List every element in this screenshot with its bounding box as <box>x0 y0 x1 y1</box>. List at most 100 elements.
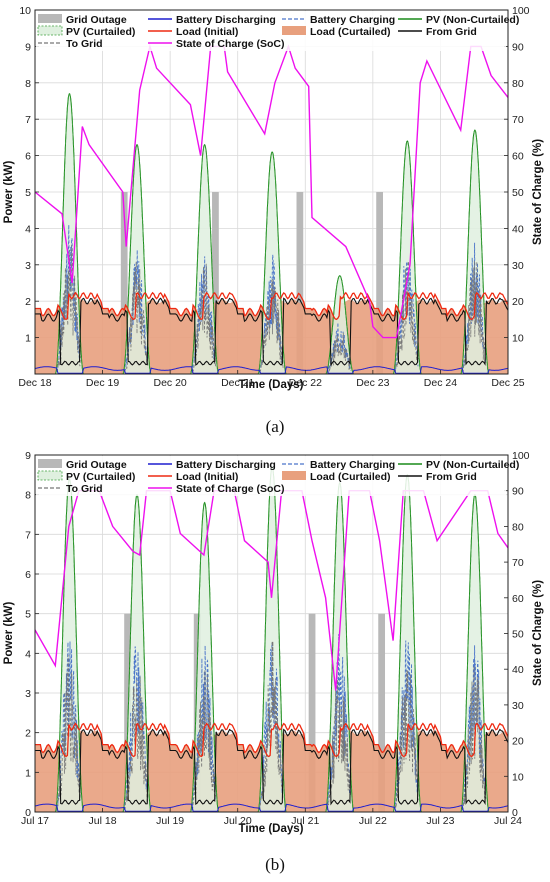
y2-tick-label: 10 <box>512 333 524 345</box>
y-tick-label: 2 <box>25 728 31 740</box>
y2-tick-label: 60 <box>512 593 524 605</box>
y-axis-left-ticks: 0 1 2 3 4 5 6 7 8 9 <box>25 450 39 819</box>
grid-outage-bar <box>378 613 386 812</box>
pv-curtailed-line <box>190 501 220 813</box>
y-tick-label: 0 <box>25 807 31 819</box>
y2-tick-label: 40 <box>512 664 524 676</box>
y2-tick-label: 40 <box>512 223 524 235</box>
to-grid-line <box>394 670 419 810</box>
grid-outage-bar <box>308 613 316 812</box>
grid-outage-bar <box>376 192 383 374</box>
y-axis-label-left: Power (kW) <box>3 161 15 224</box>
y-tick-label: 6 <box>25 569 31 581</box>
y2-tick-label: 50 <box>512 629 524 641</box>
y2-tick-label: 70 <box>512 114 524 126</box>
grid-outage-bar <box>124 613 131 812</box>
legend: Grid Outage Battery Discharging Battery Ch… <box>36 11 519 51</box>
battery-charging-line <box>326 322 351 374</box>
x-tick-label: Dec 22 <box>289 377 322 389</box>
grid-outage-bar <box>120 192 128 374</box>
battery-charging-line <box>258 642 284 809</box>
legend-label: Load (Curtailed) <box>310 471 391 483</box>
y2-tick-label: 70 <box>512 557 524 569</box>
legend-label: Load (Curtailed) <box>310 26 391 38</box>
y2-tick-label: 100 <box>512 5 530 17</box>
y2-tick-label: 20 <box>512 736 524 748</box>
to-grid-line <box>259 641 284 811</box>
legend-swatch <box>37 25 63 36</box>
chart-panel-a: 1 2 3 4 5 6 7 8 9 10 10 20 30 40 50 60 70 80 90 100 Dec 18… <box>3 5 544 436</box>
chart-panel-b: 0 1 2 3 4 5 6 7 8 9 0 10 20 30 40 50 60 70 80 90 100 Jul 17… <box>3 450 544 874</box>
y2-tick-label: 80 <box>512 521 524 533</box>
legend-label: Battery Discharging <box>176 14 276 26</box>
legend-box <box>36 11 506 51</box>
x-axis-ticks: Jul 17 Jul 18 Jul 19 Jul 20 Jul 21 Jul 22 Jul … <box>21 808 522 827</box>
y-tick-label: 1 <box>25 333 31 345</box>
x-tick-label: Jul 21 <box>291 815 319 827</box>
legend-label: From Grid <box>426 471 477 483</box>
y-tick-label: 4 <box>25 648 31 660</box>
legend-label: State of Charge (SoC) <box>176 38 285 50</box>
y2-tick-label: 80 <box>512 78 524 90</box>
legend: Grid Outage Battery Discharging Battery Ch… <box>36 456 519 496</box>
grid-outage-bar <box>296 192 304 374</box>
y-tick-label: 9 <box>25 450 31 462</box>
x-tick-label: Dec 24 <box>424 377 457 389</box>
x-tick-label: Dec 21 <box>221 377 254 389</box>
x-tick-label: Dec 18 <box>18 377 51 389</box>
legend-label: Battery Discharging <box>176 459 276 471</box>
legend-label: To Grid <box>66 38 103 50</box>
y-tick-label: 2 <box>25 296 31 308</box>
pv-curtailed-line <box>122 144 152 375</box>
y2-tick-label: 30 <box>512 260 524 272</box>
x-axis-ticks: Dec 18 Dec 19 Dec 20 Dec 21 Dec 22 Dec 23 Dec … <box>18 370 525 389</box>
from-grid-line <box>35 297 509 367</box>
x-axis-label: Time (Days) <box>239 823 304 835</box>
y-tick-label: 8 <box>25 490 31 502</box>
legend-label: State of Charge (SoC) <box>176 483 285 495</box>
load-initial-line <box>35 290 509 321</box>
pv-curtailed-line <box>460 129 490 375</box>
y-axis-label-right: State of Charge (%) <box>532 580 544 686</box>
y-tick-label: 5 <box>25 187 31 199</box>
to-grid-line <box>124 676 149 811</box>
legend-label: To Grid <box>66 483 103 495</box>
caption-a: (a) <box>266 417 285 436</box>
y-axis-label-right: State of Charge (%) <box>532 139 544 245</box>
legend-label: PV (Non-Curtailed) <box>426 14 519 26</box>
legend-box <box>36 456 506 496</box>
load-initial-line <box>35 722 509 758</box>
y2-tick-label: 100 <box>512 450 530 462</box>
legend-label: Load (Initial) <box>176 26 238 38</box>
legend-label: PV (Non-Curtailed) <box>426 459 519 471</box>
y-tick-label: 3 <box>25 260 31 272</box>
y-tick-label: 6 <box>25 151 31 163</box>
legend-swatch <box>38 459 62 468</box>
x-axis-label: Time (Days) <box>239 379 304 391</box>
legend-label: From Grid <box>426 26 477 38</box>
y2-tick-label: 60 <box>512 151 524 163</box>
legend-swatch <box>38 14 62 23</box>
legend-label: PV (Curtailed) <box>66 26 135 38</box>
y2-tick-label: 20 <box>512 296 524 308</box>
y-tick-label: 8 <box>25 78 31 90</box>
y2-tick-label: 50 <box>512 187 524 199</box>
x-tick-label: Jul 22 <box>359 815 387 827</box>
legend-label: Battery Charging <box>310 459 395 471</box>
pv-noncurtailed-line <box>392 140 422 375</box>
legend-label: Grid Outage <box>66 14 127 26</box>
y-axis-right-ticks: 10 20 30 40 50 60 70 80 90 100 <box>504 5 530 345</box>
soc-line <box>34 43 509 339</box>
y-axis-left-ticks: 1 2 3 4 5 6 7 8 9 10 <box>19 5 39 345</box>
x-tick-label: Jul 19 <box>156 815 184 827</box>
battery-discharging-line <box>34 366 509 374</box>
x-tick-label: Dec 19 <box>86 377 119 389</box>
to-grid-line <box>56 654 81 811</box>
series-layer <box>34 92 509 375</box>
legend-label: Battery Charging <box>310 14 395 26</box>
x-tick-label: Jul 17 <box>21 815 49 827</box>
y-tick-label: 3 <box>25 688 31 700</box>
legend-swatch <box>282 471 306 480</box>
y-tick-label: 5 <box>25 609 31 621</box>
